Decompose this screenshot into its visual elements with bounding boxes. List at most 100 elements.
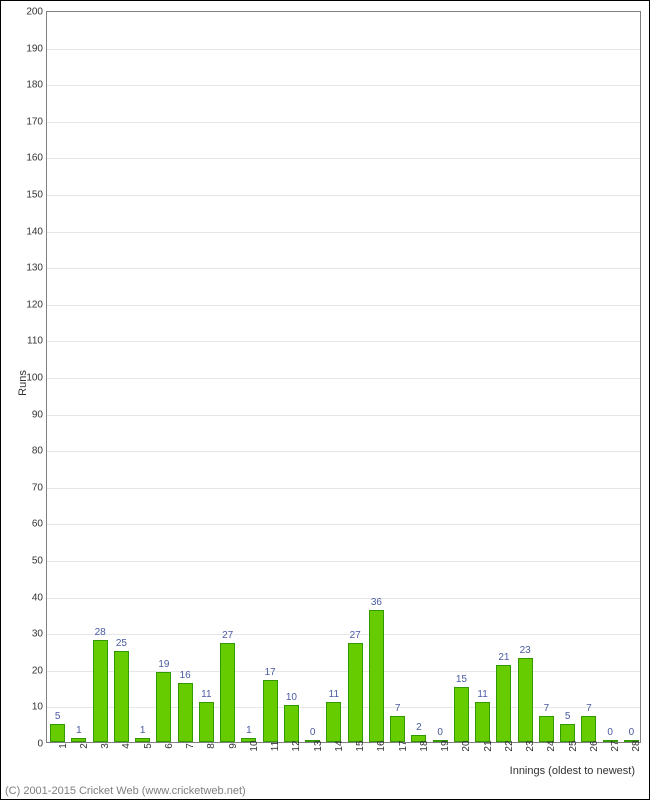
- bar-value-label: 1: [140, 725, 146, 736]
- gridline: [47, 451, 640, 452]
- x-tick-label: 13: [313, 740, 324, 751]
- y-tick-label: 80: [32, 446, 43, 457]
- x-tick-label: 17: [398, 740, 409, 751]
- x-tick-label: 6: [164, 743, 175, 749]
- x-tick-label: 19: [440, 740, 451, 751]
- x-tick-label: 22: [504, 740, 515, 751]
- bar: 19: [156, 672, 171, 742]
- bar-value-label: 11: [201, 689, 211, 700]
- bar: 11: [475, 702, 490, 742]
- y-tick-label: 120: [26, 299, 43, 310]
- gridline: [47, 634, 640, 635]
- bar-value-label: 36: [371, 597, 382, 608]
- bar-value-label: 1: [76, 725, 82, 736]
- gridline: [47, 49, 640, 50]
- x-tick-label: 1: [58, 743, 69, 749]
- bar-value-label: 16: [180, 670, 191, 681]
- bar-value-label: 5: [565, 711, 571, 722]
- bar: 28: [93, 640, 108, 742]
- y-tick-label: 60: [32, 519, 43, 530]
- x-tick-label: 3: [100, 743, 111, 749]
- y-tick-label: 50: [32, 556, 43, 567]
- gridline: [47, 561, 640, 562]
- x-tick-label: 11: [270, 741, 281, 751]
- bar-value-label: 27: [350, 630, 361, 641]
- x-tick-label: 21: [483, 740, 494, 751]
- bar-value-label: 11: [477, 689, 487, 700]
- y-tick-label: 20: [32, 665, 43, 676]
- bar-value-label: 21: [498, 652, 509, 663]
- x-tick-label: 5: [143, 743, 154, 749]
- x-tick-label: 10: [249, 740, 260, 751]
- gridline: [47, 598, 640, 599]
- gridline: [47, 707, 640, 708]
- x-tick-label: 9: [228, 743, 239, 749]
- x-tick-label: 8: [206, 743, 217, 749]
- gridline: [47, 195, 640, 196]
- bar-value-label: 28: [95, 627, 106, 638]
- bar: 11: [326, 702, 341, 742]
- y-tick-label: 10: [32, 702, 43, 713]
- bar: 21: [496, 665, 511, 742]
- y-tick-label: 180: [26, 80, 43, 91]
- gridline: [47, 158, 640, 159]
- y-tick-label: 40: [32, 592, 43, 603]
- bar: 17: [263, 680, 278, 742]
- bar: 5: [50, 724, 65, 742]
- x-tick-label: 26: [589, 740, 600, 751]
- bar-value-label: 25: [116, 638, 127, 649]
- gridline: [47, 122, 640, 123]
- gridline: [47, 524, 640, 525]
- bar: 1: [135, 738, 150, 742]
- bar-value-label: 17: [265, 667, 276, 678]
- gridline: [47, 488, 640, 489]
- gridline: [47, 268, 640, 269]
- bar-value-label: 7: [586, 703, 592, 714]
- bar-value-label: 10: [286, 692, 297, 703]
- bar: 27: [348, 643, 363, 742]
- bar: 11: [199, 702, 214, 742]
- x-tick-label: 20: [461, 740, 472, 751]
- bar-value-label: 0: [310, 727, 316, 738]
- x-tick-label: 4: [121, 743, 132, 749]
- x-tick-label: 2: [79, 743, 90, 749]
- x-tick-label: 12: [291, 740, 302, 751]
- y-tick-label: 70: [32, 482, 43, 493]
- bar-value-label: 19: [158, 659, 169, 670]
- bar: 16: [178, 683, 193, 742]
- gridline: [47, 305, 640, 306]
- x-tick-label: 18: [419, 740, 430, 751]
- y-tick-label: 90: [32, 409, 43, 420]
- bar-value-label: 0: [629, 727, 635, 738]
- bar-value-label: 1: [246, 725, 252, 736]
- chart-frame: 0102030405060708090100110120130140150160…: [0, 0, 650, 800]
- bar-value-label: 23: [520, 645, 531, 656]
- x-tick-label: 15: [355, 740, 366, 751]
- bar: 25: [114, 651, 129, 743]
- y-tick-label: 170: [26, 116, 43, 127]
- y-tick-label: 200: [26, 7, 43, 18]
- gridline: [47, 415, 640, 416]
- bar: 5: [560, 724, 575, 742]
- bar-value-label: 0: [607, 727, 613, 738]
- gridline: [47, 85, 640, 86]
- bar: 15: [454, 687, 469, 742]
- y-tick-label: 150: [26, 190, 43, 201]
- x-tick-label: 7: [185, 743, 196, 749]
- bar: 10: [284, 705, 299, 742]
- bar-value-label: 27: [222, 630, 233, 641]
- x-tick-label: 16: [376, 740, 387, 751]
- bar-value-label: 7: [544, 703, 550, 714]
- gridline: [47, 378, 640, 379]
- x-tick-label: 14: [334, 740, 345, 751]
- copyright-text: (C) 2001-2015 Cricket Web (www.cricketwe…: [5, 785, 246, 797]
- x-tick-label: 28: [631, 740, 642, 751]
- bar: 7: [581, 716, 596, 742]
- y-tick-label: 0: [37, 739, 43, 750]
- bar: 1: [71, 738, 86, 742]
- bar-value-label: 7: [395, 703, 401, 714]
- bar: 36: [369, 610, 384, 742]
- gridline: [47, 232, 640, 233]
- y-tick-label: 110: [27, 336, 43, 347]
- x-tick-label: 24: [546, 740, 557, 751]
